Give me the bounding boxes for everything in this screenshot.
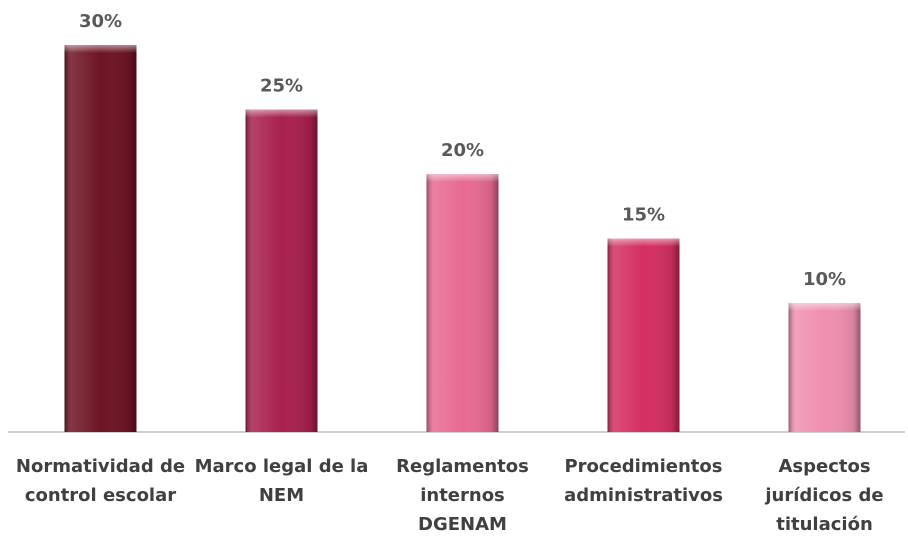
bar-cap [427,174,499,182]
value-label: 10% [803,269,846,290]
x-tick-label: Marco legal de la NEM [194,452,370,510]
x-tick-label: Aspectos jurídicos de titulación [737,452,908,539]
x-tick-label: Normatividad de control escolar [13,452,189,510]
bar-cap [65,45,137,53]
bar-cap [789,303,861,311]
value-label: 20% [441,140,484,161]
bar-cap [246,110,318,118]
bar-shine [246,110,318,433]
bar-shine [65,45,137,432]
value-label: 15% [622,205,665,226]
bar-cap [608,239,680,247]
bar-shine [608,239,680,433]
x-tick-label: Procedimientos administrativos [556,452,732,510]
bar-shine [427,174,499,432]
value-label: 30% [79,11,122,32]
value-label: 25% [260,76,303,97]
bar-shine [789,303,861,432]
x-tick-label: Reglamentos internos DGENAM [375,452,551,539]
